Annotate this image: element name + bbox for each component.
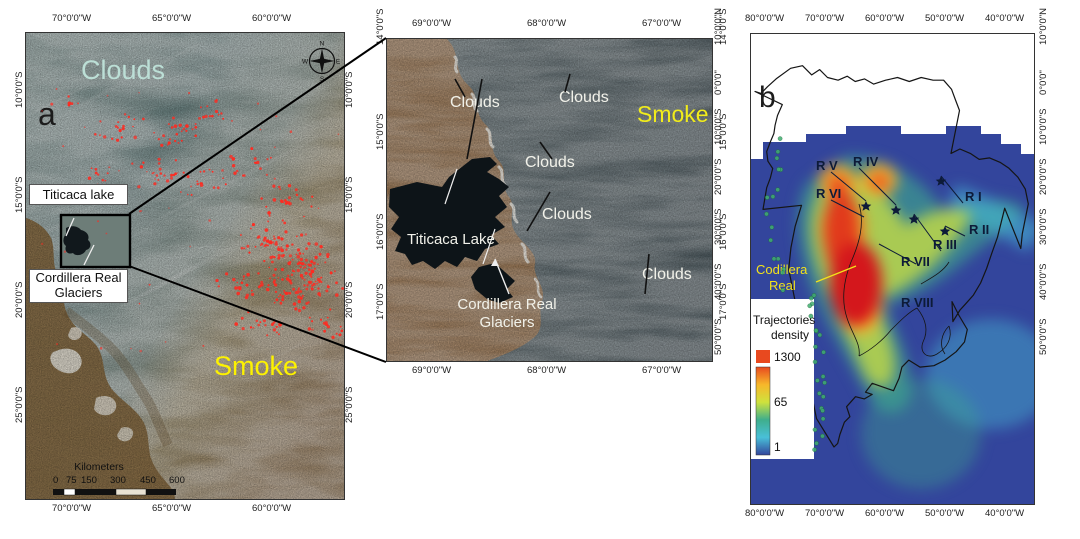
svg-text:Clouds: Clouds <box>642 266 692 283</box>
svg-text:Cordillera Real: Cordillera Real <box>457 296 556 313</box>
svg-text:Smoke: Smoke <box>637 101 709 127</box>
svg-text:Titicaca Lake: Titicaca Lake <box>407 231 495 248</box>
svg-text:Clouds: Clouds <box>542 206 592 223</box>
svg-text:Clouds: Clouds <box>559 89 609 106</box>
svg-text:Glaciers: Glaciers <box>479 314 534 331</box>
svg-text:Clouds: Clouds <box>450 94 500 111</box>
